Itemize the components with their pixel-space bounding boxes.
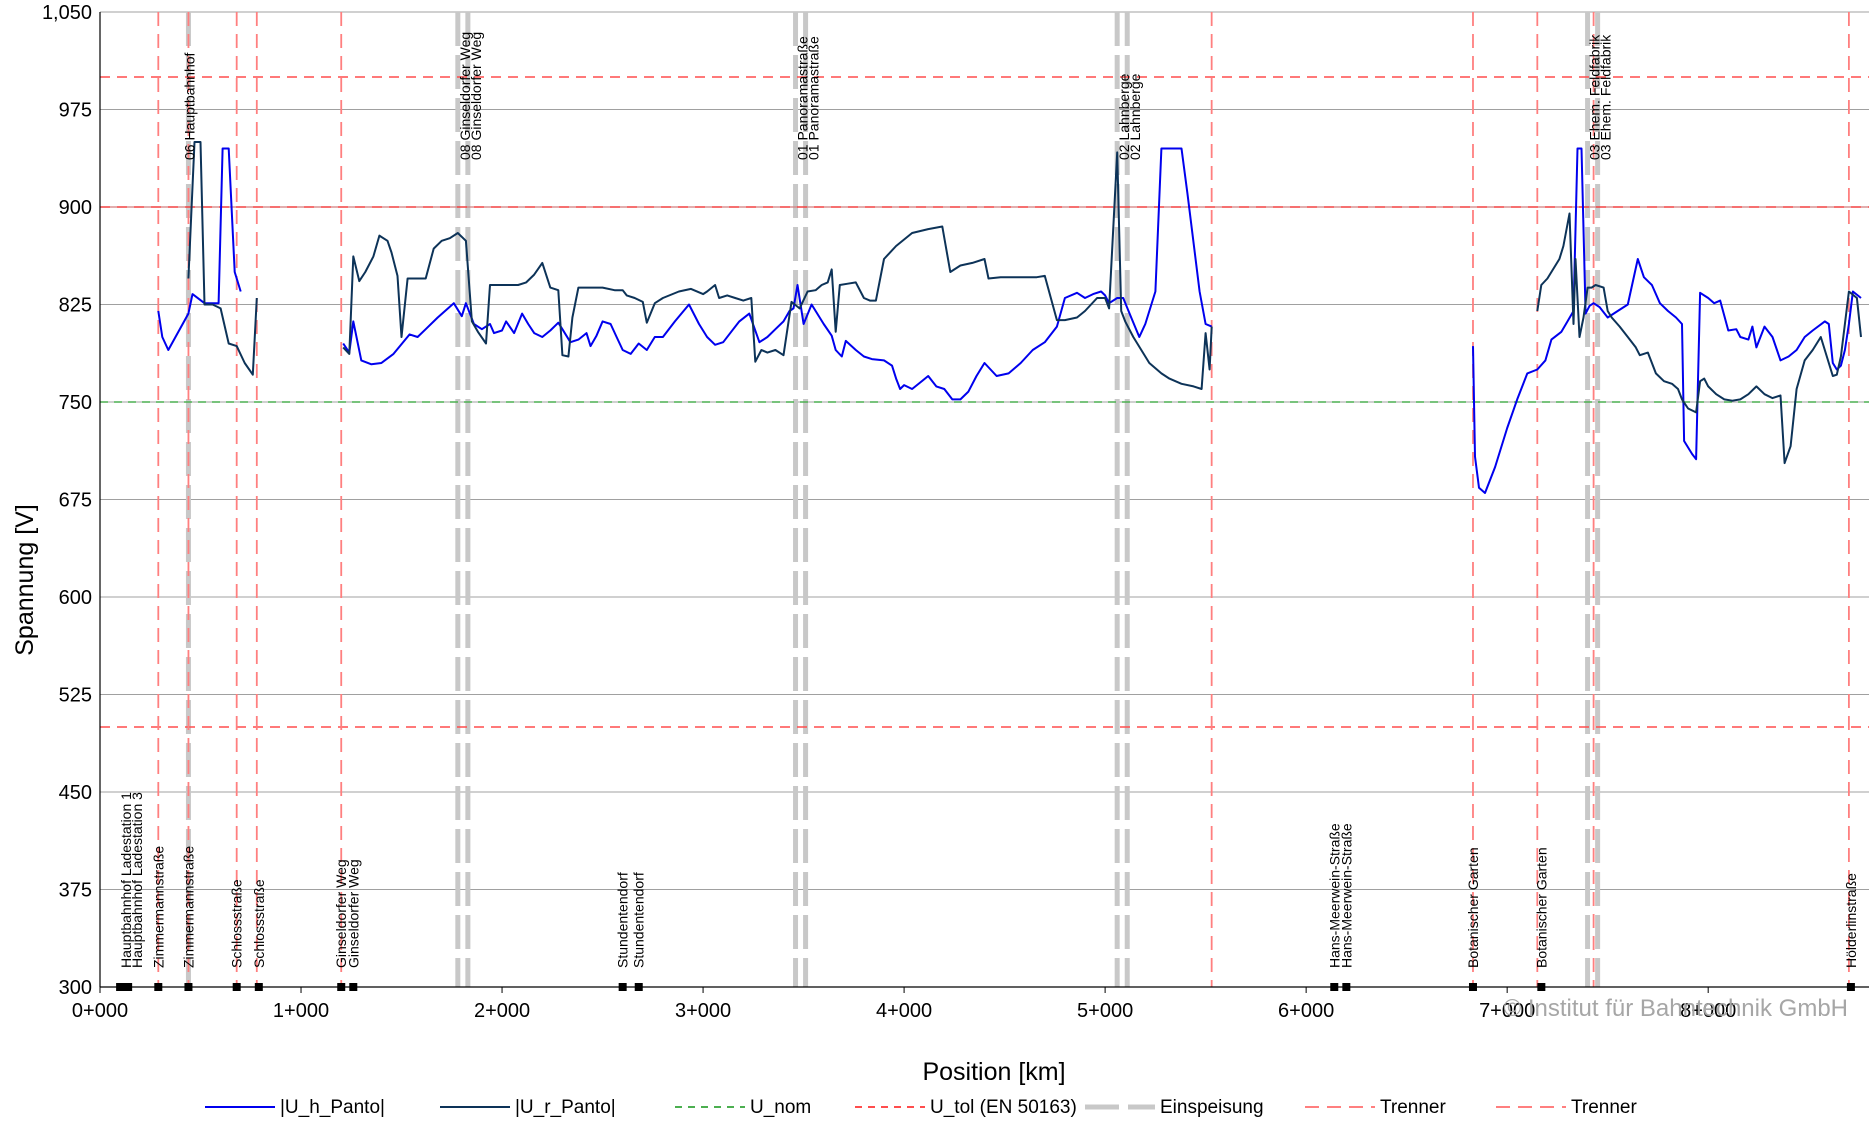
station-marker (184, 983, 193, 991)
station-marker (349, 983, 358, 991)
x-tick-label: 4+000 (876, 1000, 932, 1022)
y-tick-label: 450 (59, 782, 92, 804)
feeder-label: 02 Lahnberge (1127, 73, 1143, 160)
series-u-h-panto (1472, 147, 1862, 494)
series-u-r-panto (1536, 212, 1862, 465)
station-label: Schlossstraße (251, 879, 267, 968)
feeder-label: 01 Panoramastraße (806, 36, 822, 160)
station-label: Hauptbahnhof Ladestation 1 (118, 792, 134, 968)
station-label: Botanischer Garten (1465, 847, 1481, 968)
station-label: Zimmermannstraße (150, 846, 166, 968)
station-marker (124, 983, 133, 991)
x-tick-label: 7+000 (1479, 1000, 1535, 1022)
x-tick-label: 5+000 (1077, 1000, 1133, 1022)
station-label: Stundentendorf (615, 872, 631, 968)
x-tick-label: 0+000 (72, 1000, 128, 1022)
legend-label: U_nom (750, 1097, 811, 1118)
feeder-label: 01 Panoramastraße (795, 36, 811, 160)
station-marker (1342, 983, 1351, 991)
y-tick-label: 750 (59, 392, 92, 414)
x-tick-label: 6+000 (1278, 1000, 1334, 1022)
x-tick-label: 8+000 (1680, 1000, 1736, 1022)
y-tick-label: 525 (59, 685, 92, 707)
station-label: Hölderlinstraße (1843, 873, 1859, 968)
y-tick-label: 600 (59, 587, 92, 609)
station-marker (254, 983, 263, 991)
legend-label: |U_h_Panto| (280, 1097, 385, 1118)
series-u-h-panto (342, 147, 1213, 401)
station-marker (1468, 983, 1477, 991)
x-tick-label: 3+000 (675, 1000, 731, 1022)
feeder-label: 06 Hauptbahnhof (181, 52, 197, 160)
series-u-r-panto (187, 141, 258, 376)
station-label: Zimmermannstraße (180, 846, 196, 968)
station-label: Hauptbahnhof Ladestation 3 (129, 792, 145, 968)
series-u-h-panto (157, 147, 242, 351)
station-label: Botanischer Garten (1533, 847, 1549, 968)
station-marker (120, 983, 129, 991)
station-marker (337, 983, 346, 991)
station-marker (634, 983, 643, 991)
station-marker (1537, 983, 1546, 991)
station-marker (1846, 983, 1855, 991)
station-marker (154, 983, 163, 991)
station-label: Ginseldorfer Weg (345, 859, 361, 968)
x-tick-label: 1+000 (273, 1000, 329, 1022)
series-lines (157, 141, 1862, 494)
legend-label: U_tol (EN 50163) (930, 1097, 1077, 1118)
feeder-label: 03 Ehem. Feldfabrik (1587, 34, 1603, 160)
station-label: Hans-Meerwein-Straße (1326, 823, 1342, 968)
feeder-label: 08 Ginseldorfer Weg (468, 32, 484, 160)
station-label: Hans-Meerwein-Straße (1338, 823, 1354, 968)
station-label: Stundentendorf (631, 872, 647, 968)
y-tick-label: 900 (59, 197, 92, 219)
feeder-label: 02 Lahnberge (1116, 73, 1132, 160)
legend: |U_h_Panto| |U_r_Panto| U_nom U_tol (EN 501… (205, 1097, 1637, 1118)
y-tick-label: 825 (59, 295, 92, 317)
y-tick-label: 300 (59, 977, 92, 999)
series-u-r-panto (342, 151, 1213, 390)
legend-label: Einspeisung (1160, 1097, 1264, 1118)
y-axis-title: Spannung [V] (11, 504, 39, 656)
legend-label: Trenner (1571, 1097, 1637, 1118)
y-tick-label: 1,050 (42, 2, 92, 24)
separator-lines (157, 12, 1850, 987)
x-axis-title: Position [km] (922, 1058, 1065, 1086)
station-marker (1330, 983, 1339, 991)
station-label: Ginseldorfer Weg (333, 859, 349, 968)
axes: 300 375 450 525 600 675 750 825 900 975 1,050 0+000… (42, 2, 1869, 1022)
reference-lines (100, 76, 1869, 728)
feeder-label: 08 Ginseldorfer Weg (457, 32, 473, 160)
y-tick-label: 375 (59, 880, 92, 902)
y-tick-label: 675 (59, 490, 92, 512)
station-marker (116, 983, 125, 991)
station-marker (618, 983, 627, 991)
watermark: © Institut für Bahntechnik GmbH (1504, 995, 1849, 1022)
legend-label: |U_r_Panto| (515, 1097, 616, 1118)
legend-label: Trenner (1380, 1097, 1446, 1118)
y-tick-label: 975 (59, 100, 92, 122)
feeder-label: 03 Ehem. Feldfabrik (1598, 34, 1614, 160)
x-tick-label: 2+000 (474, 1000, 530, 1022)
station-label: Schlossstraße (229, 879, 245, 968)
station-marker (232, 983, 241, 991)
